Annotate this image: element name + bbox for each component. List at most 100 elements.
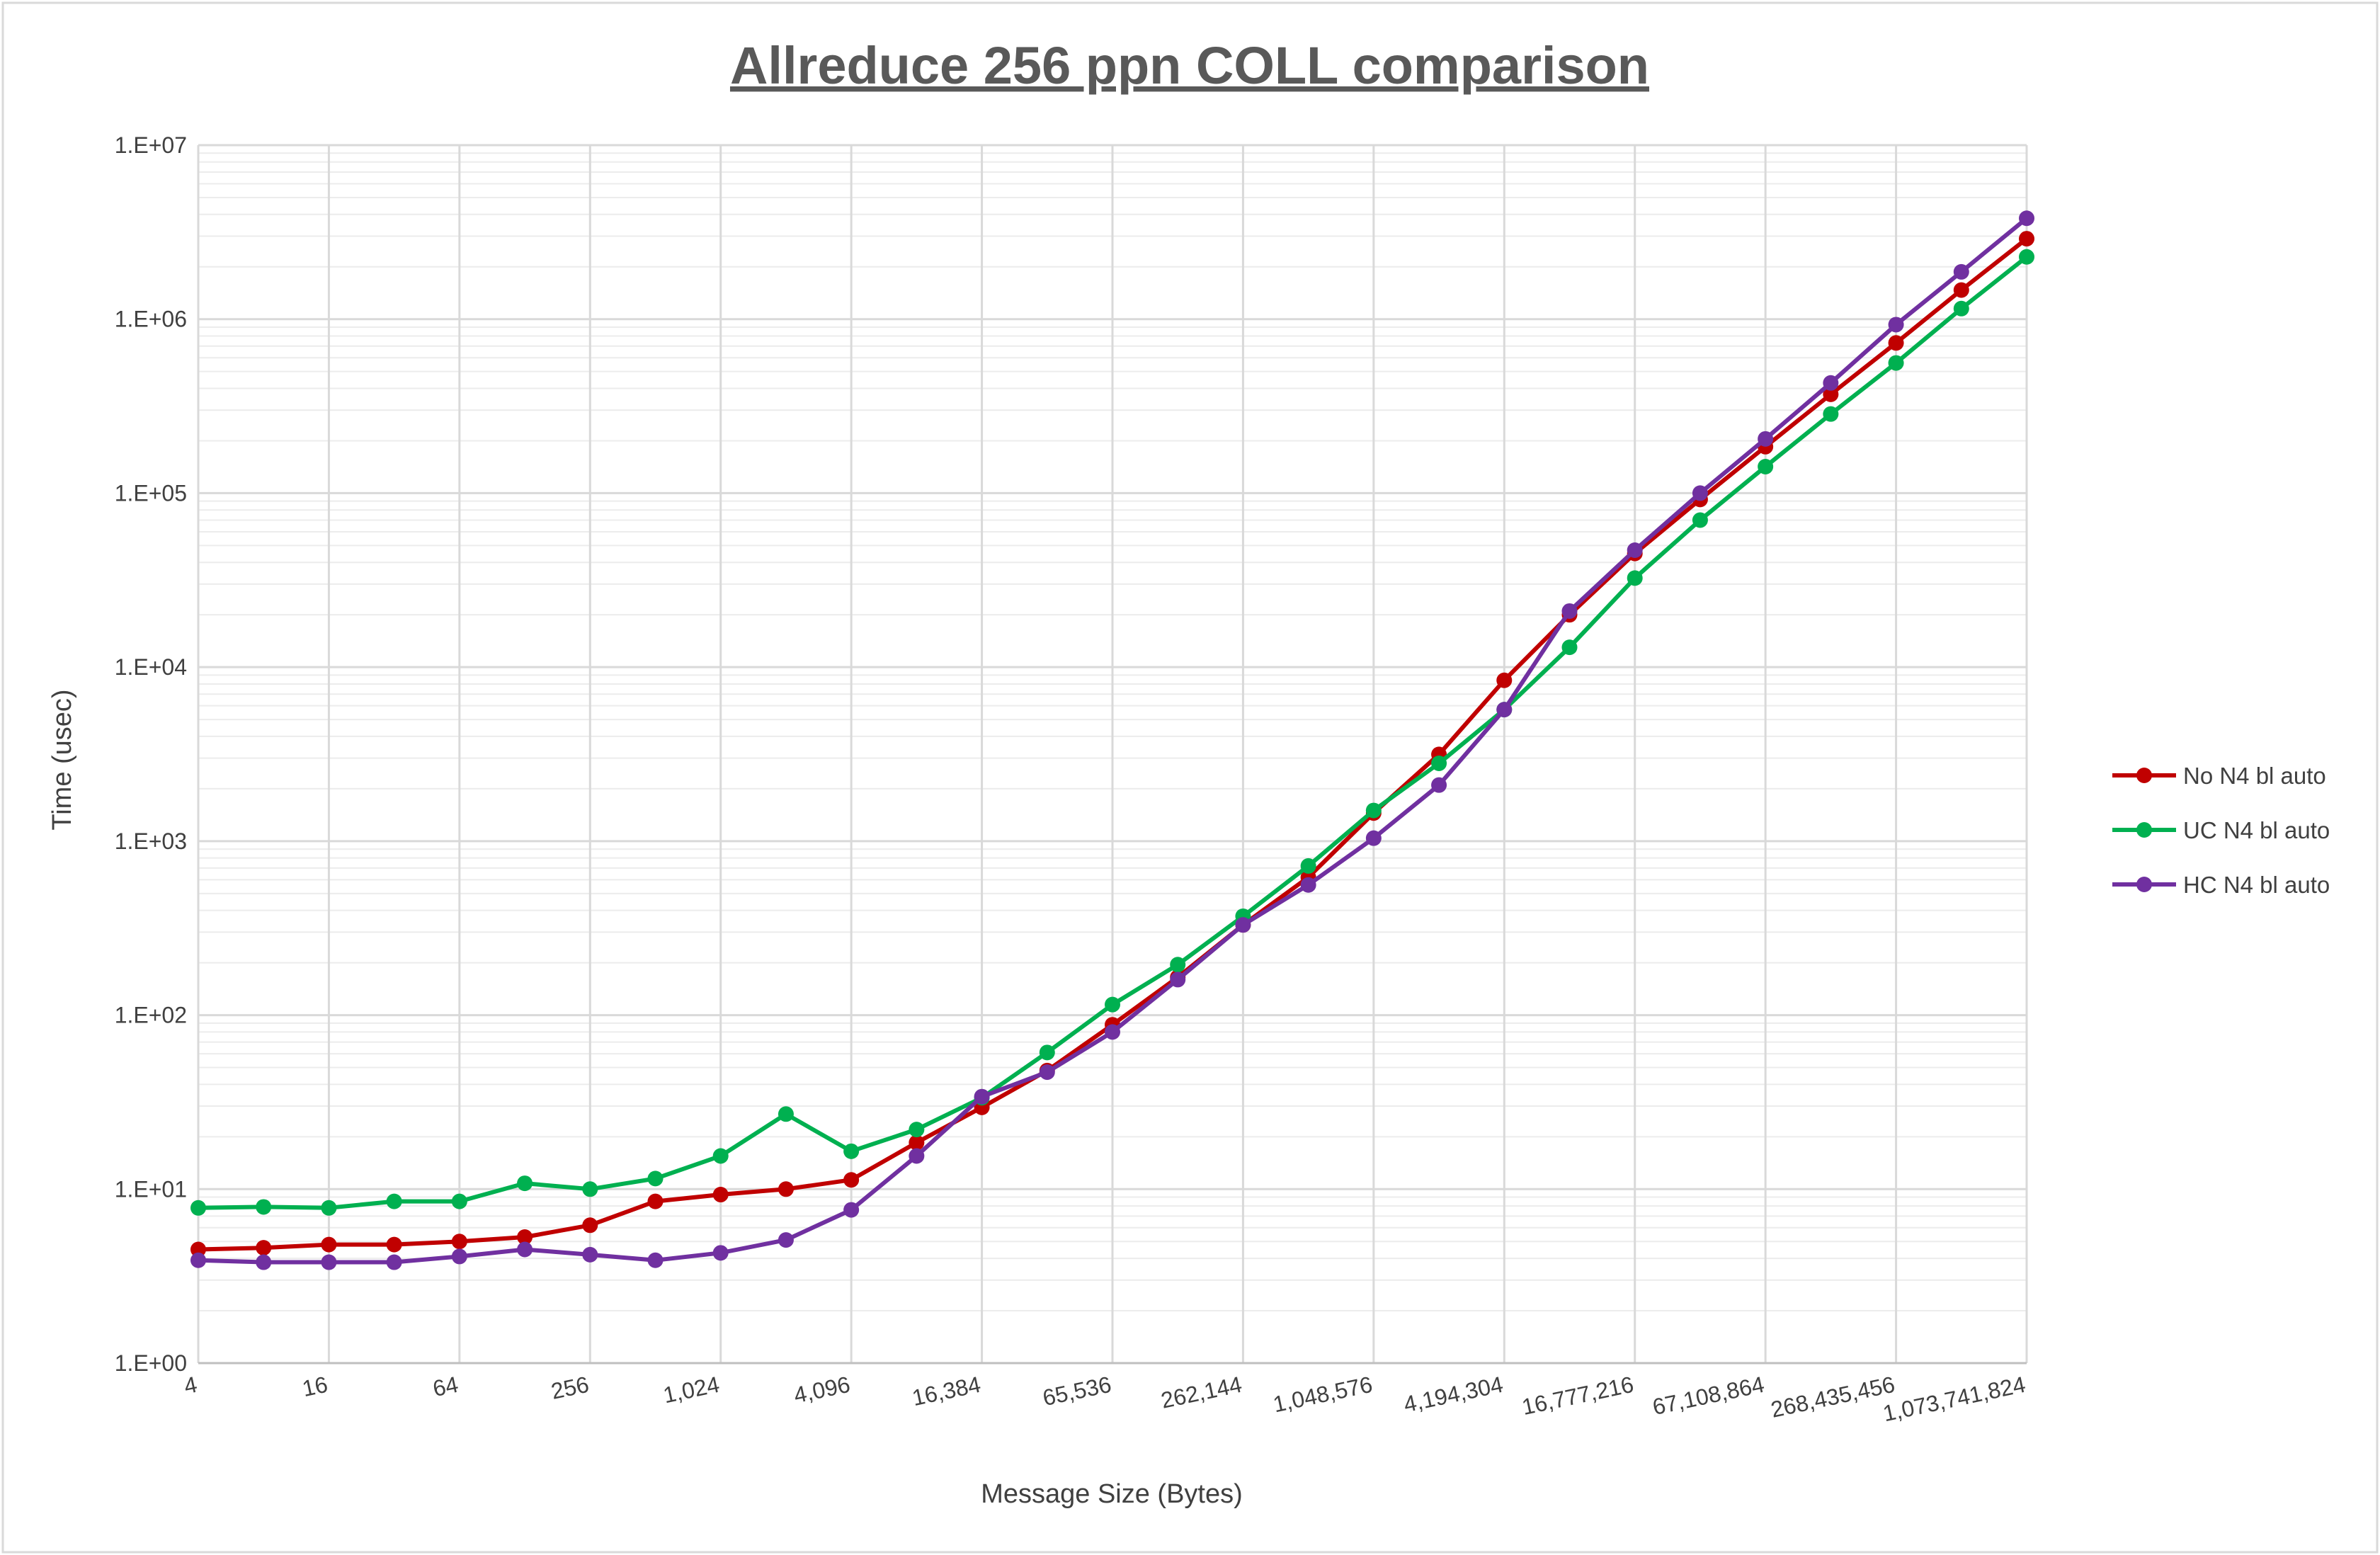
legend-label: No N4 bl auto bbox=[2183, 763, 2326, 789]
legend-swatch-marker bbox=[2136, 768, 2152, 783]
series-3 bbox=[190, 210, 2034, 1270]
series-2 bbox=[190, 249, 2034, 1216]
data-point bbox=[712, 1245, 729, 1261]
data-point bbox=[2019, 231, 2034, 247]
y-tick-label: 1.E+03 bbox=[115, 828, 187, 854]
data-point bbox=[778, 1181, 794, 1197]
data-point bbox=[582, 1246, 598, 1263]
data-point bbox=[1496, 702, 1513, 718]
y-axis-label: Time (usec) bbox=[47, 689, 77, 830]
data-point bbox=[1561, 639, 1578, 656]
data-point bbox=[1105, 996, 1120, 1013]
x-tick-label: 16 bbox=[300, 1372, 330, 1402]
data-point bbox=[1692, 512, 1708, 528]
data-point bbox=[1888, 355, 1904, 371]
data-point bbox=[190, 1252, 206, 1268]
data-point bbox=[1300, 858, 1316, 874]
legend-swatch-marker bbox=[2136, 877, 2152, 892]
chart-title: Allreduce 256 ppn COLL comparison bbox=[730, 36, 1649, 95]
data-point bbox=[2019, 249, 2034, 265]
data-point bbox=[909, 1134, 925, 1151]
legend-label: UC N4 bl auto bbox=[2183, 817, 2330, 843]
data-point bbox=[1953, 282, 1969, 298]
data-point bbox=[1627, 570, 1643, 586]
data-point bbox=[321, 1254, 337, 1270]
data-point bbox=[2019, 210, 2034, 227]
data-point bbox=[256, 1254, 272, 1270]
legend-label: HC N4 bl auto bbox=[2183, 872, 2330, 898]
data-point bbox=[843, 1172, 860, 1188]
data-point bbox=[451, 1248, 467, 1265]
data-point bbox=[190, 1241, 206, 1258]
legend-item-3: HC N4 bl auto bbox=[2112, 872, 2330, 898]
data-point bbox=[843, 1143, 860, 1159]
data-point bbox=[909, 1122, 925, 1138]
data-point bbox=[1431, 755, 1447, 771]
legend: No N4 bl auto UC N4 bl auto HC N4 bl auto bbox=[2112, 763, 2330, 898]
data-point bbox=[1823, 375, 1839, 391]
data-point bbox=[1170, 972, 1186, 988]
data-point bbox=[582, 1217, 598, 1234]
y-tick-label: 1.E+01 bbox=[115, 1176, 187, 1202]
data-point bbox=[321, 1236, 337, 1253]
x-axis-label: Message Size (Bytes) bbox=[981, 1479, 1243, 1509]
data-point bbox=[712, 1187, 729, 1203]
data-point bbox=[1888, 317, 1904, 333]
y-tick-label: 1.E+04 bbox=[115, 654, 187, 680]
data-point bbox=[974, 1088, 990, 1105]
data-point bbox=[517, 1229, 533, 1246]
data-point bbox=[1953, 300, 1969, 317]
y-tick-label: 1.E+06 bbox=[115, 307, 187, 332]
data-point bbox=[1561, 603, 1578, 619]
data-point bbox=[386, 1236, 402, 1253]
data-point bbox=[451, 1193, 467, 1209]
data-point bbox=[1823, 386, 1839, 402]
data-point bbox=[647, 1170, 664, 1187]
data-point bbox=[386, 1254, 402, 1270]
data-point bbox=[451, 1234, 467, 1250]
data-point bbox=[1692, 485, 1708, 501]
data-point bbox=[1953, 263, 1969, 280]
legend-item-2: UC N4 bl auto bbox=[2112, 817, 2330, 843]
data-point bbox=[1300, 877, 1316, 893]
data-point bbox=[778, 1232, 794, 1248]
y-tick-label: 1.E+07 bbox=[115, 132, 187, 158]
data-point bbox=[1888, 335, 1904, 351]
data-point bbox=[256, 1199, 272, 1215]
gridlines bbox=[197, 144, 2028, 1365]
data-point bbox=[909, 1148, 925, 1164]
data-point bbox=[712, 1148, 729, 1164]
data-point bbox=[1170, 957, 1186, 973]
data-point bbox=[647, 1193, 664, 1209]
data-point bbox=[1105, 1024, 1120, 1040]
data-point bbox=[1496, 672, 1513, 688]
data-point bbox=[1365, 802, 1382, 819]
series-layer bbox=[190, 210, 2034, 1270]
data-point bbox=[1235, 917, 1251, 933]
data-point bbox=[517, 1175, 533, 1192]
data-point bbox=[647, 1252, 664, 1268]
x-tick-label: 64 bbox=[431, 1372, 460, 1402]
data-point bbox=[321, 1200, 337, 1216]
data-point bbox=[190, 1200, 206, 1216]
data-point bbox=[1758, 459, 1774, 475]
data-point bbox=[1039, 1064, 1055, 1081]
data-point bbox=[1627, 542, 1643, 558]
y-tick-label: 1.E+00 bbox=[115, 1350, 187, 1376]
data-point bbox=[256, 1240, 272, 1256]
data-point bbox=[1365, 830, 1382, 846]
data-point bbox=[1758, 431, 1774, 447]
y-axis-ticks: 1.E+00 1.E+01 1.E+02 1.E+03 1.E+04 1.E+05 1.E+… bbox=[115, 132, 187, 1376]
data-point bbox=[1823, 406, 1839, 422]
y-tick-label: 1.E+05 bbox=[115, 480, 187, 506]
data-point bbox=[517, 1241, 533, 1258]
data-point bbox=[843, 1202, 860, 1218]
data-point bbox=[1431, 777, 1447, 793]
y-tick-label: 1.E+02 bbox=[115, 1003, 187, 1028]
legend-item-1: No N4 bl auto bbox=[2112, 763, 2326, 789]
legend-swatch-marker bbox=[2136, 822, 2152, 838]
data-point bbox=[386, 1193, 402, 1209]
